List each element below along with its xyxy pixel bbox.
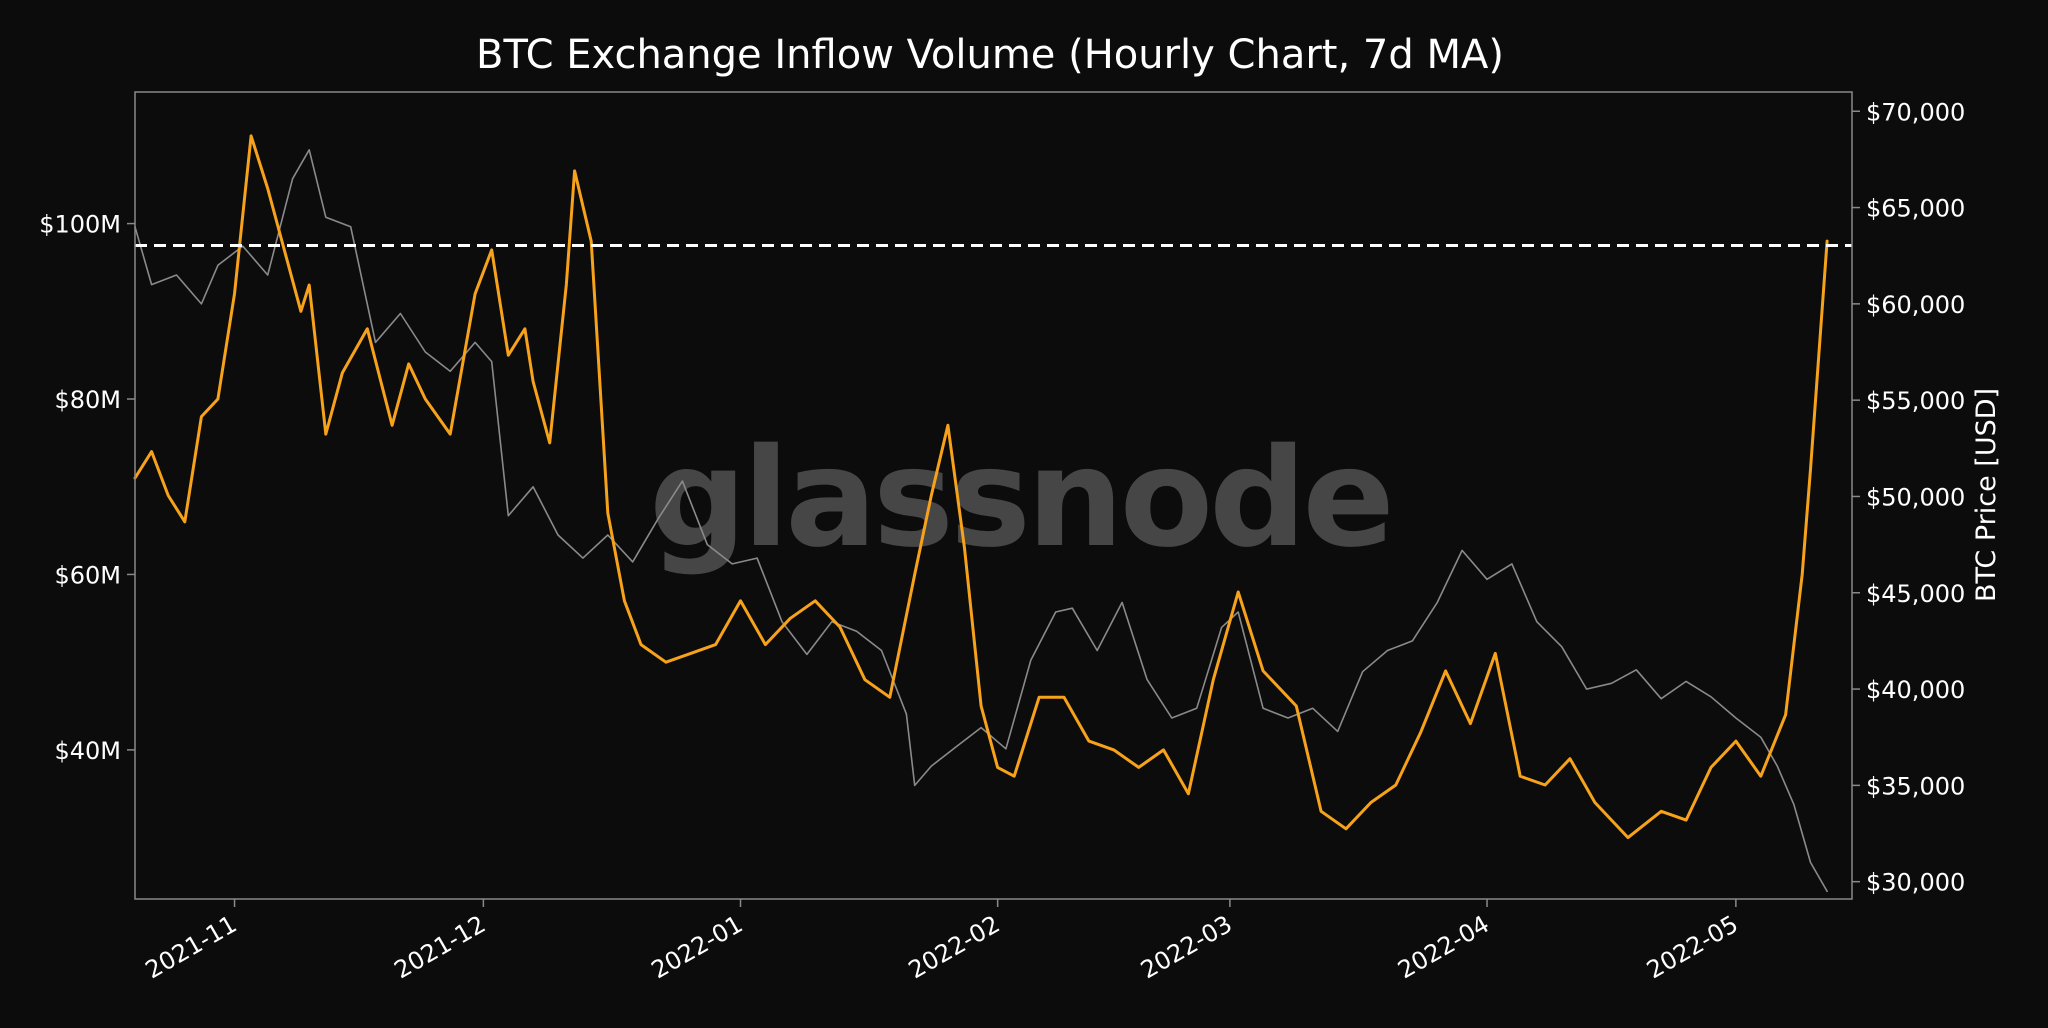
right-y-tick-label: $40,000 — [1866, 676, 1965, 704]
left-y-tick-label: $60M — [54, 561, 121, 589]
left-y-tick-label: $80M — [54, 386, 121, 414]
right-y-tick-label: $45,000 — [1866, 580, 1965, 608]
right-y-axis: $30,000 $35,000 $40,000 $45,000 $50,000 $55,0… — [1852, 98, 1965, 897]
btc-price-series — [134, 149, 1828, 893]
right-y-tick-label: $55,000 — [1866, 387, 1965, 415]
plot-frame — [134, 91, 1853, 900]
right-y-tick-label: $35,000 — [1866, 772, 1965, 800]
left-y-axis: $40M $60M $80M $100M — [39, 211, 135, 765]
watermark-glassnode: glassnode — [649, 420, 1390, 578]
right-y-tick-label: $60,000 — [1866, 291, 1965, 319]
right-y-tick-label: $70,000 — [1866, 98, 1965, 126]
left-y-tick-label: $100M — [39, 211, 121, 239]
inflow-volume-line — [133, 134, 1829, 840]
left-y-tick-label: $40M — [54, 737, 121, 765]
right-y-tick-label: $30,000 — [1866, 869, 1965, 897]
btc-price-line — [134, 149, 1828, 893]
inflow-volume-series — [133, 134, 1829, 840]
right-y-tick-label: $65,000 — [1866, 195, 1965, 223]
right-y-axis-label: BTC Price [USD] — [1971, 388, 2002, 602]
chart-title: BTC Exchange Inflow Volume (Hourly Chart… — [476, 32, 1504, 78]
right-y-tick-label: $50,000 — [1866, 483, 1965, 511]
